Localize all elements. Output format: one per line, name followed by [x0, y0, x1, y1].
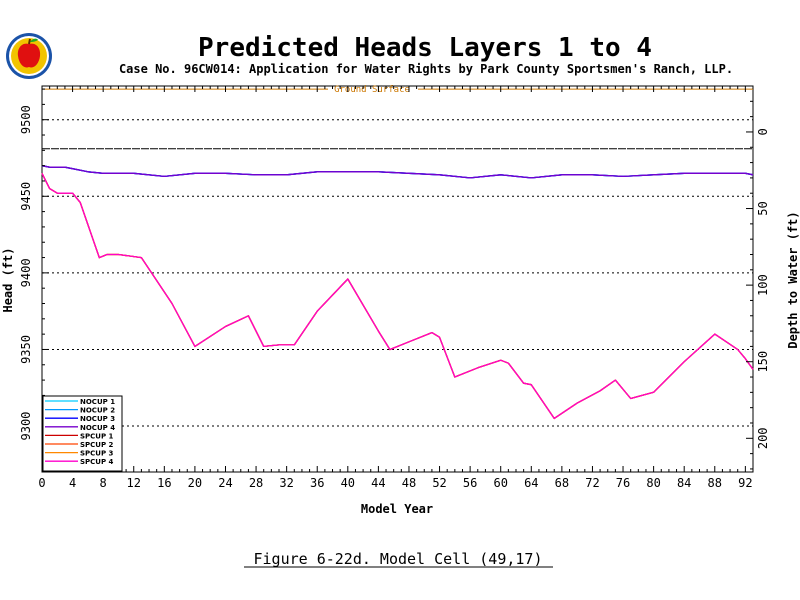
legend-label: NOCUP 3	[80, 415, 115, 423]
x-tick-label: 16	[157, 476, 171, 490]
x-tick-label: 12	[127, 476, 141, 490]
x-tick-label: 80	[646, 476, 660, 490]
x-axis-label: Model Year	[361, 502, 433, 516]
y-tick-label: 9300	[19, 412, 33, 441]
x-tick-label: 88	[708, 476, 722, 490]
plot-frame	[41, 85, 754, 473]
series-line-nocup-2	[41, 165, 754, 179]
x-tick-label: 4	[69, 476, 76, 490]
y2-tick-label: 50	[756, 201, 770, 215]
legend-label: SPCUP 2	[80, 441, 114, 449]
x-axis-ticks: 0 4 8 12 16 20 24 28 32 36 40 44 48 52 56 60 64 68 72 76 80 8…	[38, 86, 754, 490]
gridlines	[42, 119, 753, 427]
series-line-spcup-3	[41, 173, 754, 420]
x-tick-label: 20	[188, 476, 202, 490]
legend-box	[42, 395, 123, 472]
legend-label: NOCUP 2	[80, 407, 115, 415]
x-tick-label: 40	[341, 476, 355, 490]
series-line-spcup-2	[41, 173, 754, 420]
legend-label: SPCUP 1	[80, 432, 114, 440]
ground-surface-label: Ground Surface	[334, 85, 410, 95]
y2-axis-ticks: 0 50 100 150 200	[746, 100, 770, 470]
y2-axis-label: Depth to Water (ft)	[786, 211, 800, 348]
x-tick-label: 68	[555, 476, 569, 490]
x-tick-label: 60	[493, 476, 507, 490]
figure-caption: Figure 6-22d. Model Cell (49,17)	[254, 550, 543, 568]
y-tick-label: 9500	[19, 105, 33, 134]
y-tick-label: 9400	[19, 258, 33, 287]
series-line-nocup-1	[41, 165, 754, 179]
x-tick-label: 52	[432, 476, 446, 490]
x-tick-label: 36	[310, 476, 324, 490]
x-tick-label: 92	[738, 476, 752, 490]
y2-tick-label: 100	[756, 274, 770, 296]
apple-logo-icon	[6, 33, 52, 79]
y-tick-label: 9450	[19, 182, 33, 211]
x-tick-label: 8	[100, 476, 107, 490]
series-line-nocup-4	[41, 165, 754, 179]
x-tick-label: 48	[402, 476, 416, 490]
series-line-nocup-3	[41, 165, 754, 179]
x-tick-label: 44	[371, 476, 385, 490]
y2-tick-label: 0	[756, 128, 770, 135]
legend-label: SPCUP 4	[80, 458, 114, 466]
x-tick-label: 32	[279, 476, 293, 490]
y-axis-label: Head (ft)	[1, 247, 15, 312]
x-tick-label: 0	[38, 476, 45, 490]
x-tick-label: 76	[616, 476, 630, 490]
x-tick-label: 64	[524, 476, 538, 490]
y-axis-ticks: 9300 9350 9400 9450 9500	[19, 88, 49, 458]
legend-label: NOCUP 1	[80, 398, 115, 406]
chart-subtitle: Case No. 96CW014: Application for Water …	[119, 62, 733, 76]
x-tick-label: 28	[249, 476, 263, 490]
x-tick-label: 56	[463, 476, 477, 490]
y-tick-label: 9350	[19, 335, 33, 364]
legend-label: NOCUP 4	[80, 424, 115, 432]
series-layer	[41, 165, 754, 420]
chart-title: Predicted Heads Layers 1 to 4	[198, 33, 652, 63]
y2-tick-label: 200	[756, 427, 770, 449]
series-line-spcup-1	[41, 173, 754, 420]
x-tick-label: 24	[218, 476, 232, 490]
x-tick-label: 84	[677, 476, 691, 490]
legend-label: SPCUP 3	[80, 450, 114, 458]
reference-lines: Ground Surface	[42, 85, 753, 150]
x-tick-label: 72	[585, 476, 599, 490]
y2-tick-label: 150	[756, 351, 770, 373]
series-line-spcup-4	[41, 173, 754, 420]
